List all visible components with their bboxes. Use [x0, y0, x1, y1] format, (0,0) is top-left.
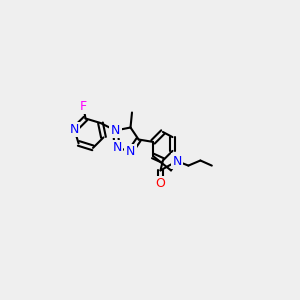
- Text: F: F: [80, 100, 87, 113]
- Text: O: O: [156, 177, 165, 190]
- Text: N: N: [112, 141, 122, 154]
- Text: N: N: [126, 145, 135, 158]
- Text: N: N: [172, 154, 182, 168]
- Text: N: N: [70, 123, 79, 136]
- Text: N: N: [111, 124, 120, 137]
